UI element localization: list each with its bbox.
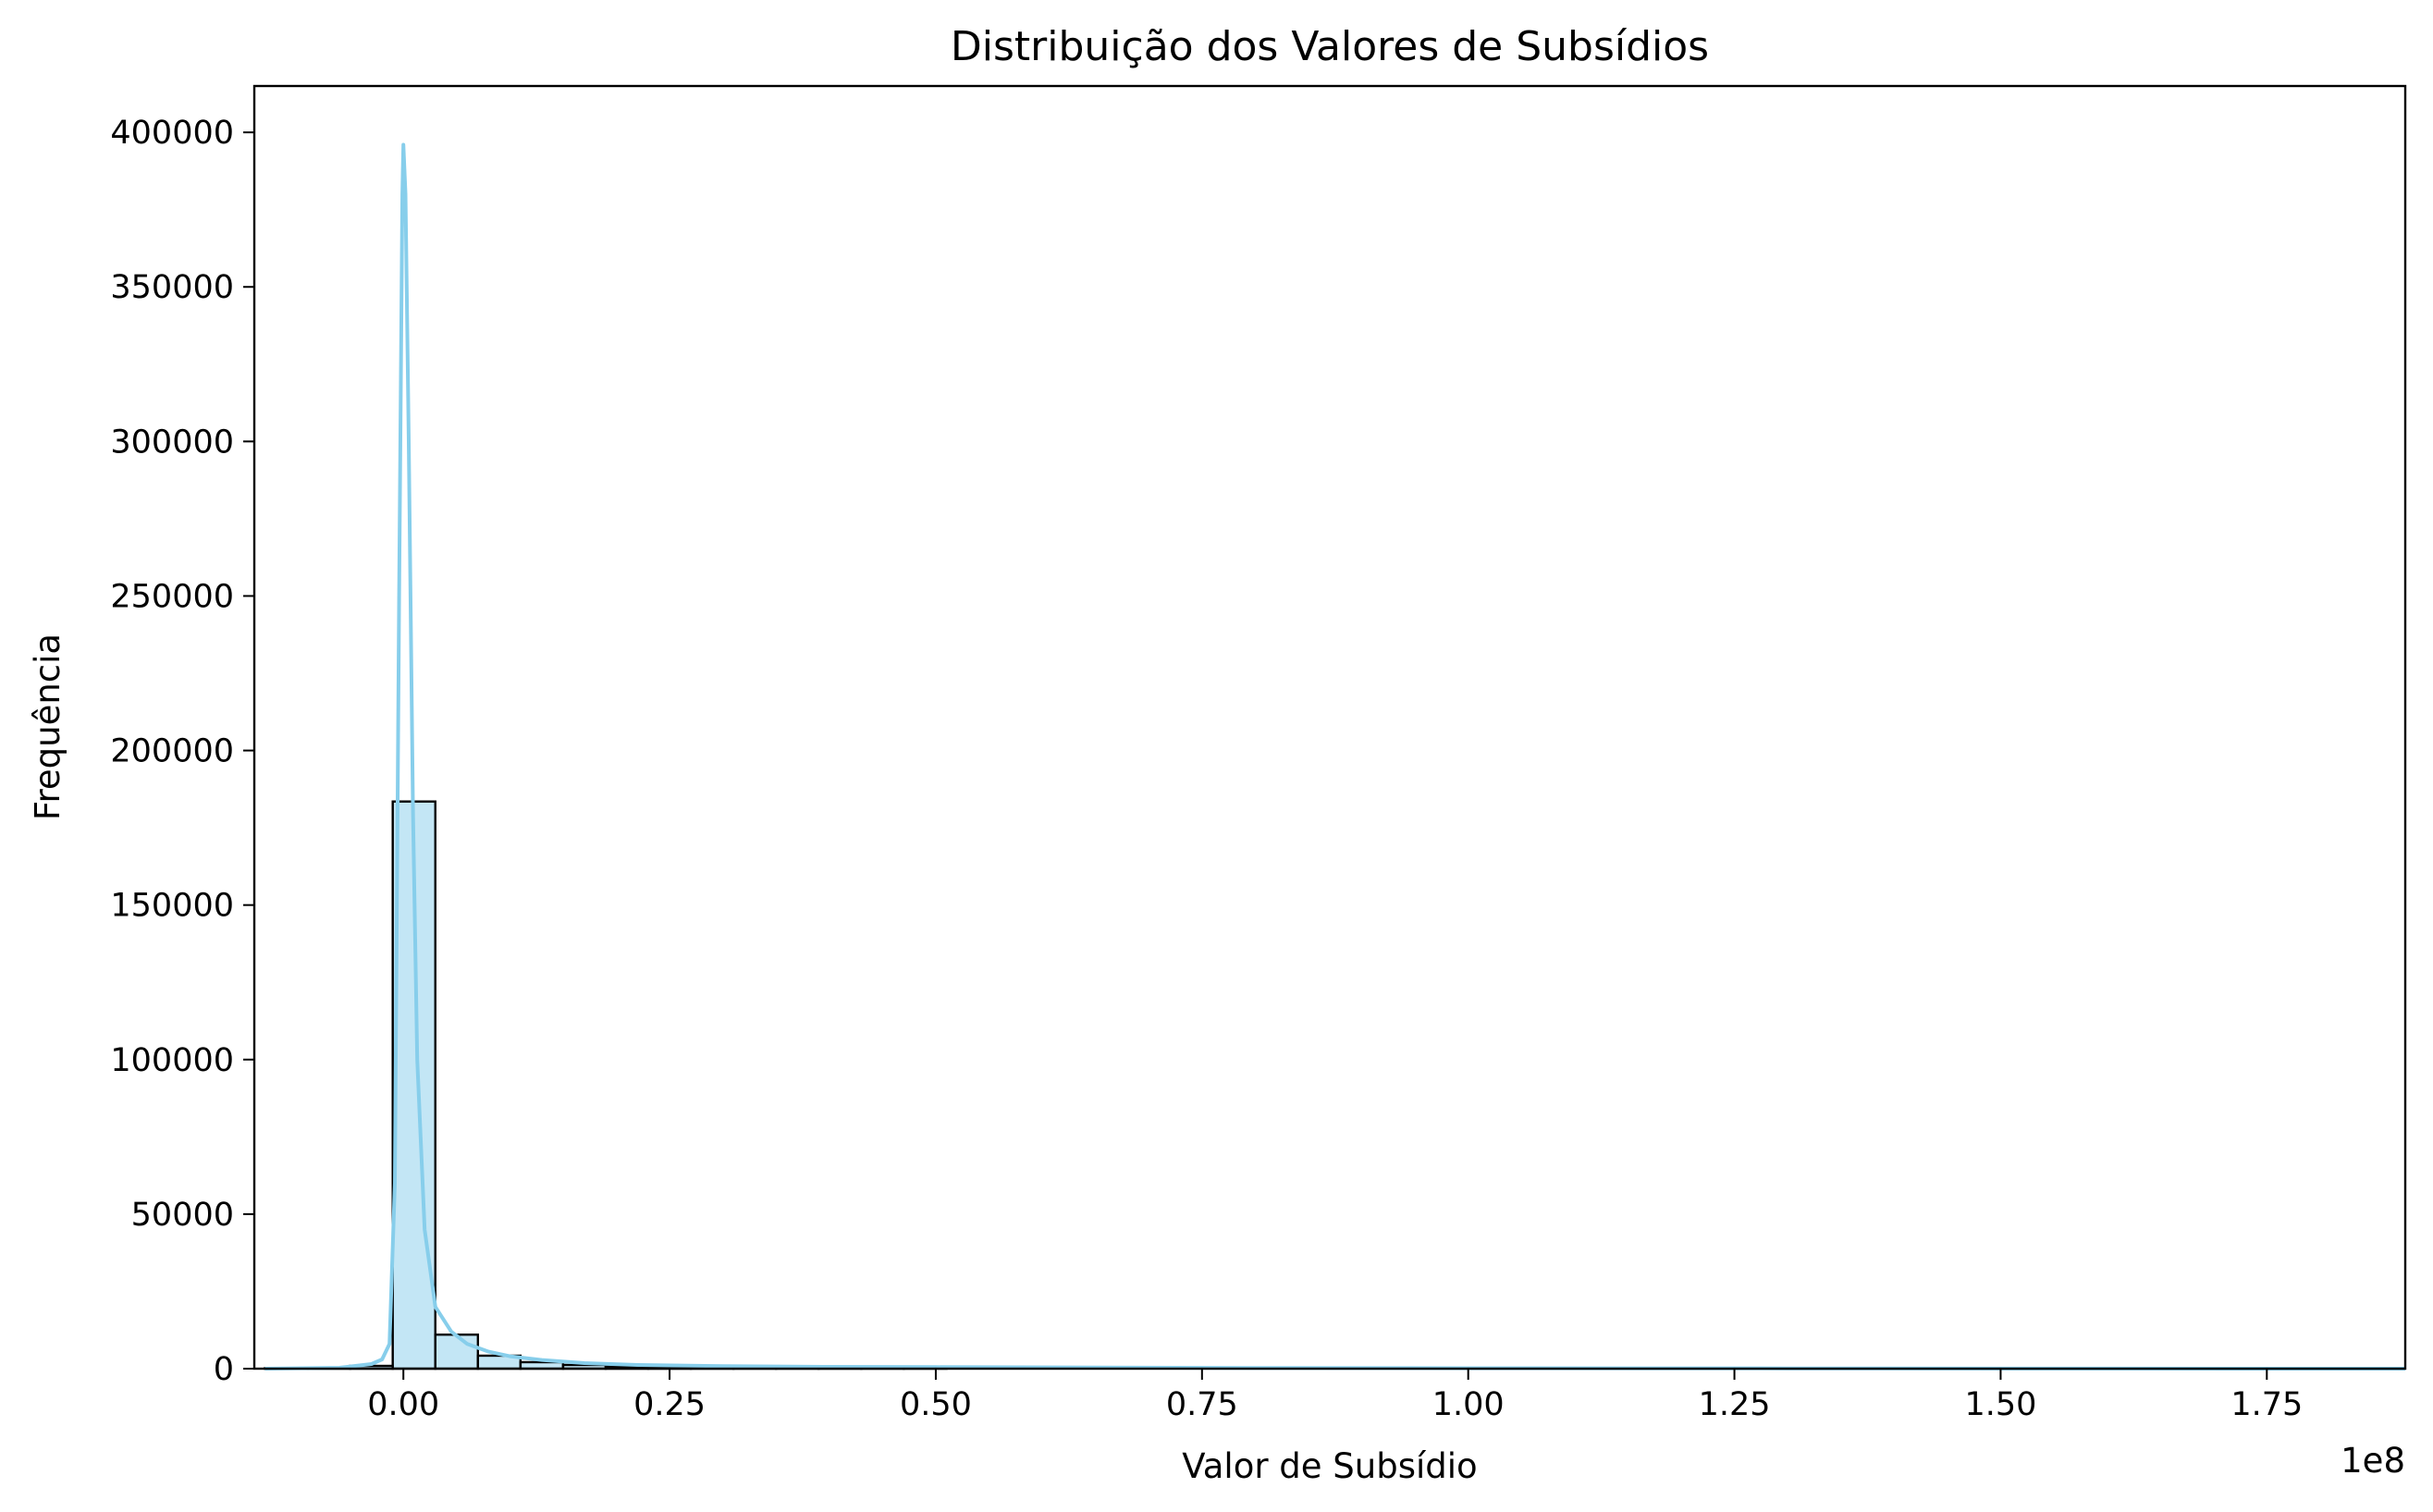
x-tick-label: 1.25 [1699, 1386, 1771, 1423]
y-tick-label: 350000 [110, 269, 234, 306]
x-tick-label: 1.00 [1432, 1386, 1505, 1423]
x-axis-label: Valor de Subsídio [1182, 1446, 1477, 1486]
histogram-bars [264, 800, 948, 1371]
y-tick-label: 400000 [110, 115, 234, 152]
x-tick-label: 0.50 [900, 1386, 972, 1423]
plot-frame [252, 84, 2407, 1371]
y-axis-label: Frequência [28, 633, 68, 820]
chart-title: Distribuição dos Valores de Subsídios [951, 23, 1709, 70]
y-tick-label: 0 [214, 1351, 234, 1388]
y-tick-label: 250000 [110, 578, 234, 615]
x-tick-label: 0.25 [633, 1386, 706, 1423]
x-axis-offset-label: 1e8 [2341, 1441, 2405, 1481]
x-axis-ticks: 0.00 0.25 0.50 0.75 1.00 1.25 1.50 1.75 [367, 1369, 2303, 1423]
x-tick-label: 0.75 [1166, 1386, 1238, 1423]
x-tick-label: 1.50 [1964, 1386, 2036, 1423]
x-tick-label: 0.00 [367, 1386, 439, 1423]
y-tick-label: 100000 [110, 1042, 234, 1079]
y-tick-label: 300000 [110, 424, 234, 461]
y-tick-label: 50000 [131, 1197, 234, 1234]
histogram-bar [434, 1334, 480, 1371]
kde-curve-layer [264, 142, 2406, 1371]
y-axis-ticks: 0 50000 100000 150000 200000 250000 300000 3500… [110, 115, 254, 1388]
y-tick-label: 150000 [110, 888, 234, 925]
y-tick-label: 200000 [110, 733, 234, 770]
kde-line [264, 142, 2406, 1371]
x-tick-label: 1.75 [2230, 1386, 2303, 1423]
